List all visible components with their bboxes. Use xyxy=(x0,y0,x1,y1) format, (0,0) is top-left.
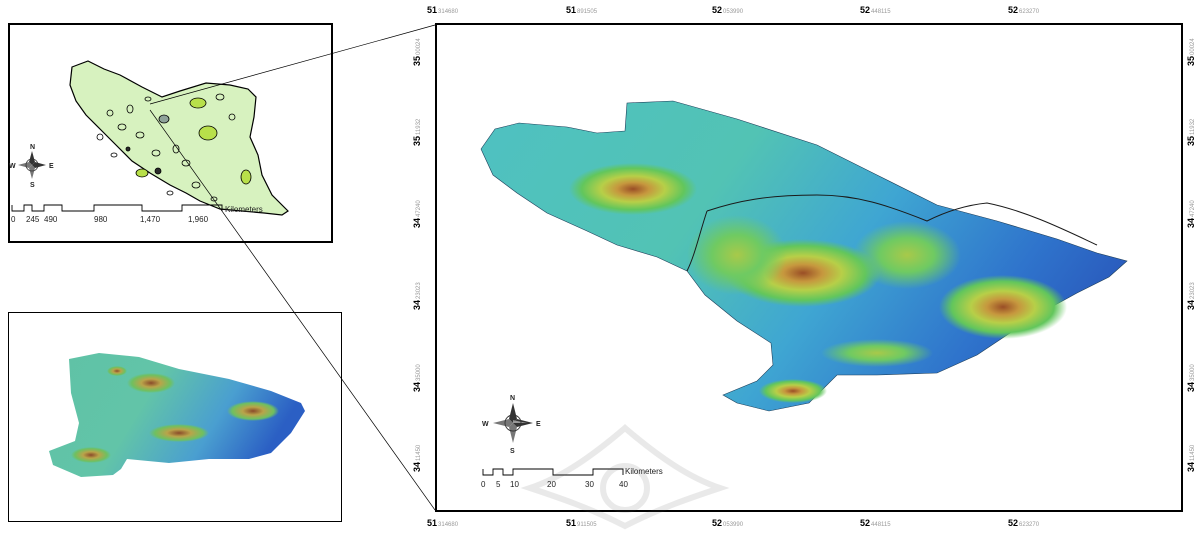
bottom-coord-label: 51314680 xyxy=(427,518,459,528)
scale-tick: 1,470 xyxy=(140,215,161,224)
top-coord-label: 51314680 xyxy=(427,5,459,15)
left-coord-label: 3511932 xyxy=(412,118,422,146)
top-coord-label: 52623270 xyxy=(1008,5,1040,15)
north-label: N xyxy=(510,395,515,402)
scale-tick: 30 xyxy=(585,480,594,489)
left-coord-label: 3447240 xyxy=(412,200,422,228)
scale-tick: 20 xyxy=(547,480,556,489)
south-label: S xyxy=(510,448,515,455)
left-coord-label: 3500024 xyxy=(412,38,422,66)
scale-tick: 40 xyxy=(619,480,628,489)
scale-tick: 0 xyxy=(11,215,16,224)
left-coord-label: 3423023 xyxy=(412,282,422,310)
scale-unit: Kilometers xyxy=(625,467,663,476)
west-label: W xyxy=(482,421,489,428)
scale-tick: 5 xyxy=(496,480,501,489)
elevation-map-svg: N S E W Kilometers 0 5 10 20 30 40 xyxy=(480,100,1128,489)
bottom-coord-label: 51911505 xyxy=(566,518,597,528)
east-label: E xyxy=(536,421,541,428)
left-coord-label: 3435000 xyxy=(412,364,422,392)
right-coord-label: 3423023 xyxy=(1186,282,1196,310)
scale-tick: 1,960 xyxy=(188,215,209,224)
right-coord-label: 3500024 xyxy=(1186,38,1196,66)
left-coord-label: 3411450 xyxy=(412,444,422,472)
east-label: E xyxy=(49,163,54,170)
compass-rose-icon: N S E W xyxy=(482,395,541,455)
bottom-coord-label: 52623270 xyxy=(1008,518,1040,528)
south-label: S xyxy=(30,182,35,189)
north-label: N xyxy=(30,144,35,151)
main-elevation-map: N S E W Kilometers 0 5 10 20 30 40 xyxy=(435,23,1183,512)
west-label: W xyxy=(9,163,16,170)
bottom-coord-label: 52448115 xyxy=(860,518,891,528)
right-coord-label: 3435000 xyxy=(1186,364,1196,392)
watermark-logo xyxy=(520,424,730,530)
scale-tick: 490 xyxy=(44,215,58,224)
scale-unit: Kilometers xyxy=(225,205,263,214)
scale-bar: Kilometers 0 245 490 980 1,470 1,960 xyxy=(11,204,263,224)
right-coord-label: 3411450 xyxy=(1186,444,1196,472)
right-coord-label: 3511932 xyxy=(1186,118,1196,146)
right-coord-label: 3447240 xyxy=(1186,200,1196,228)
bottom-coord-label: 52053990 xyxy=(712,518,744,528)
compass-rose-icon: N S E W xyxy=(9,144,54,189)
top-coord-label: 51891505 xyxy=(566,5,598,15)
scale-tick: 0 xyxy=(481,480,486,489)
scale-tick: 245 xyxy=(26,215,40,224)
terrain-3d-svg xyxy=(49,353,305,477)
iran-map-svg: N S E W Kilometers 0 245 490 980 1,470 1… xyxy=(9,60,289,224)
terrain-3d-inset xyxy=(8,312,342,522)
iran-location-inset: N S E W Kilometers 0 245 490 980 1,470 1… xyxy=(8,23,333,243)
scale-tick: 980 xyxy=(94,215,108,224)
scale-tick: 10 xyxy=(510,480,519,489)
top-coord-label: 52448115 xyxy=(860,5,891,15)
top-coord-label: 52053990 xyxy=(712,5,744,15)
scale-bar: Kilometers 0 5 10 20 30 40 xyxy=(481,467,663,489)
